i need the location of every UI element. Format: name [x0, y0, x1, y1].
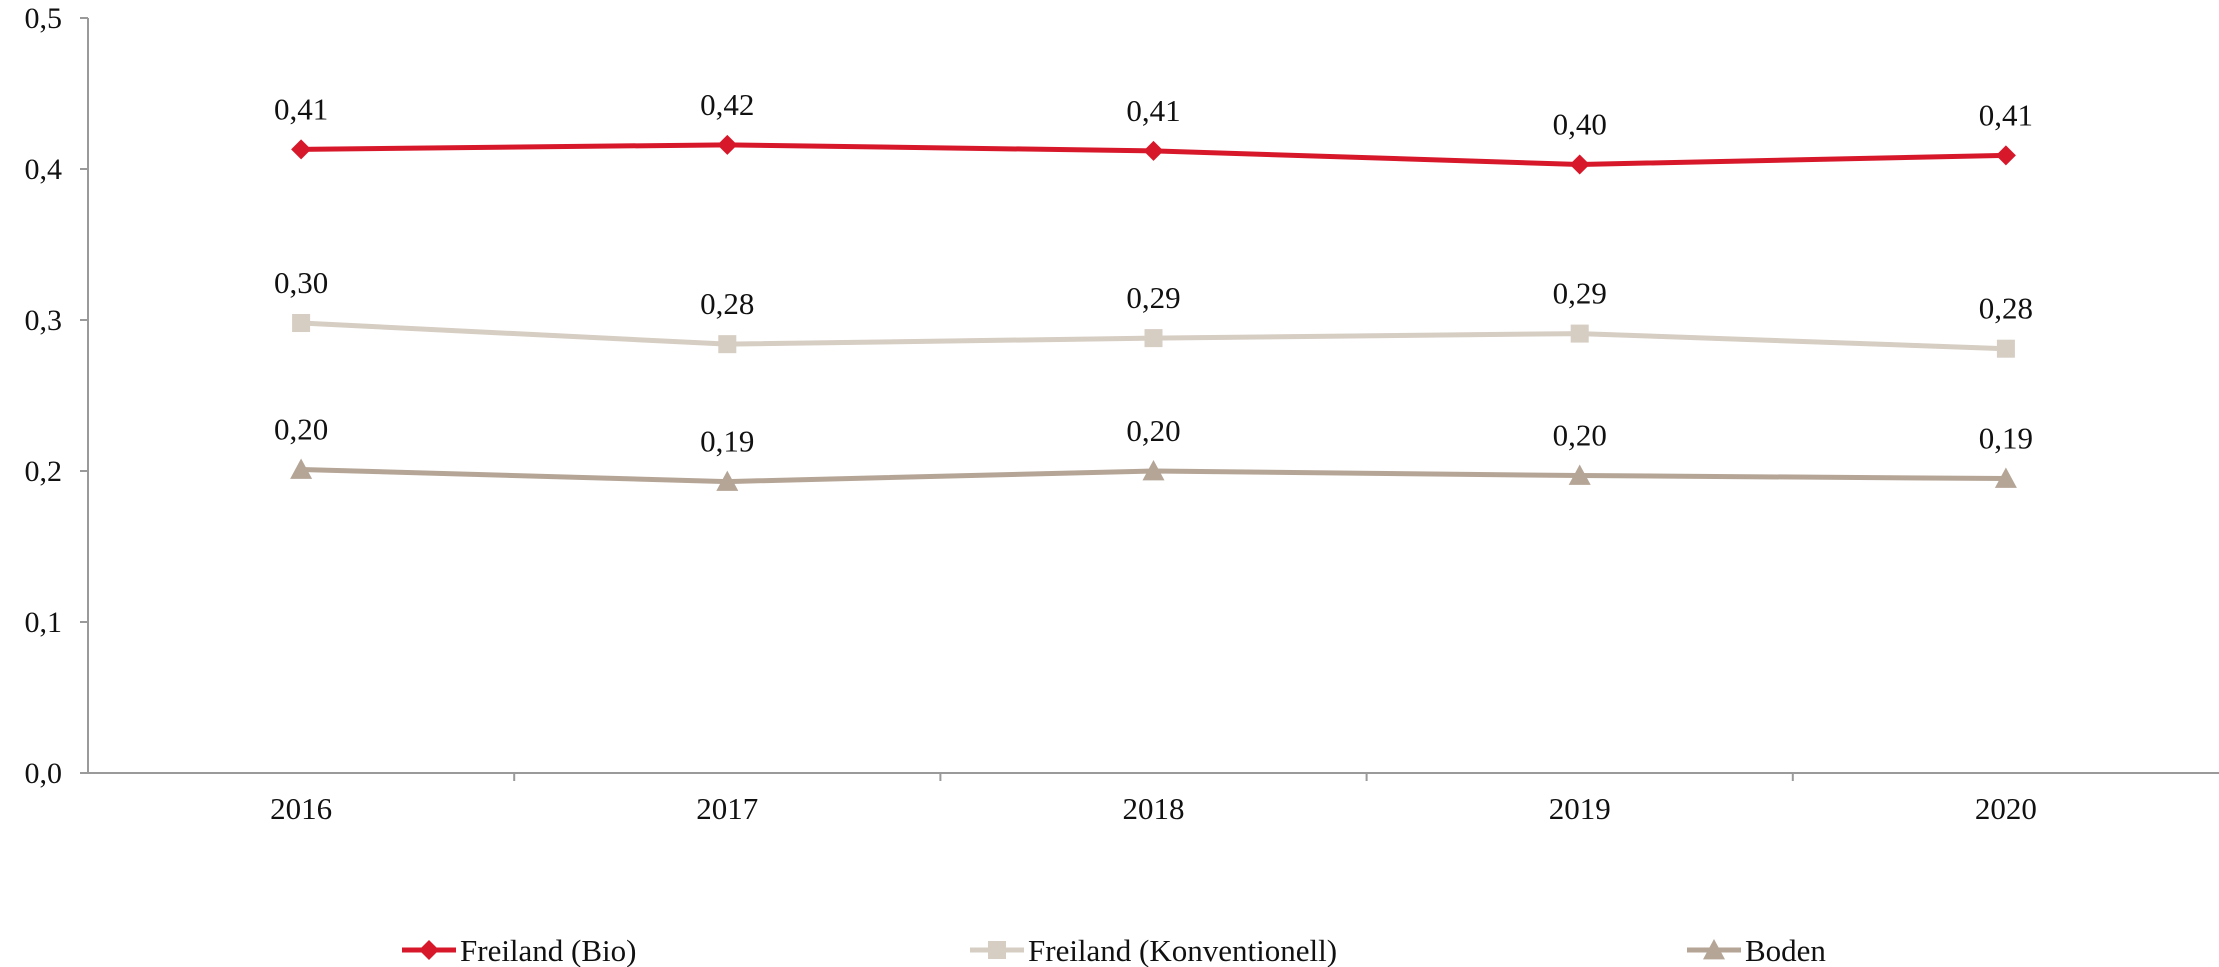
legend-label: Freiland (Bio): [460, 933, 637, 967]
data-label: 0,29: [1126, 280, 1180, 315]
x-tick-label: 2018: [1123, 791, 1185, 826]
data-label: 0,19: [1979, 421, 2033, 456]
data-label: 0,42: [700, 87, 754, 122]
data-labels: 0,41 0,42 0,41 0,40 0,41 0,30 0,28 0,29 0,29 0,28…: [274, 87, 2033, 459]
series-layer: [290, 134, 2017, 491]
y-tick-label: 0,2: [25, 455, 63, 488]
data-label: 0,30: [274, 265, 328, 300]
data-point: [718, 335, 737, 354]
series-1: [292, 314, 2015, 358]
data-label: 0,41: [1979, 97, 2033, 132]
legend-marker: [419, 940, 439, 960]
series-0: [291, 134, 2016, 175]
data-label: 0,28: [1979, 291, 2033, 326]
data-label: 0,20: [274, 411, 328, 446]
data-point: [1995, 145, 2016, 166]
y-tick-label: 0,0: [25, 757, 63, 790]
data-point: [1570, 324, 1589, 343]
data-point: [292, 314, 311, 333]
y-tick-label: 0,3: [25, 304, 63, 337]
legend-label: Boden: [1745, 933, 1826, 967]
legend-item-0: Freiland (Bio): [402, 933, 637, 967]
data-point: [1569, 154, 1590, 175]
data-point: [291, 139, 312, 160]
x-tick-label: 2020: [1975, 791, 2037, 826]
legend: Freiland (Bio) Freiland (Konventionell) Bo…: [402, 933, 1826, 967]
data-point: [1144, 329, 1163, 348]
legend-marker: [988, 941, 1006, 959]
data-label: 0,28: [700, 286, 754, 321]
data-label: 0,41: [274, 91, 328, 126]
legend-item-2: Boden: [1687, 933, 1826, 967]
series-2: [290, 458, 2017, 491]
legend-marker: [1703, 939, 1725, 960]
data-point: [717, 134, 738, 155]
data-point: [1568, 464, 1591, 485]
data-point: [1994, 467, 2017, 488]
data-point: [1143, 140, 1164, 161]
y-tick-label: 0,1: [25, 606, 63, 639]
y-tick-label: 0,4: [25, 153, 63, 186]
y-tick-label: 0,5: [25, 2, 63, 35]
data-label: 0,29: [1553, 276, 1607, 311]
data-label: 0,20: [1126, 413, 1180, 448]
data-label: 0,41: [1126, 93, 1180, 128]
x-tick-label: 2017: [696, 791, 758, 826]
data-label: 0,40: [1553, 106, 1607, 141]
data-point: [1142, 460, 1165, 481]
legend-label: Freiland (Konventionell): [1028, 933, 1337, 967]
data-point: [1996, 339, 2015, 358]
data-label: 0,20: [1553, 418, 1607, 453]
data-point: [716, 470, 739, 491]
data-label: 0,19: [700, 424, 754, 459]
axes: 0,0 0,1 0,2 0,3 0,4 0,5 2016 2017 2018 2019 2020: [25, 2, 2219, 826]
data-point: [290, 458, 313, 479]
x-tick-label: 2019: [1549, 791, 1611, 826]
legend-item-1: Freiland (Konventionell): [970, 933, 1337, 967]
x-tick-label: 2016: [270, 791, 332, 826]
